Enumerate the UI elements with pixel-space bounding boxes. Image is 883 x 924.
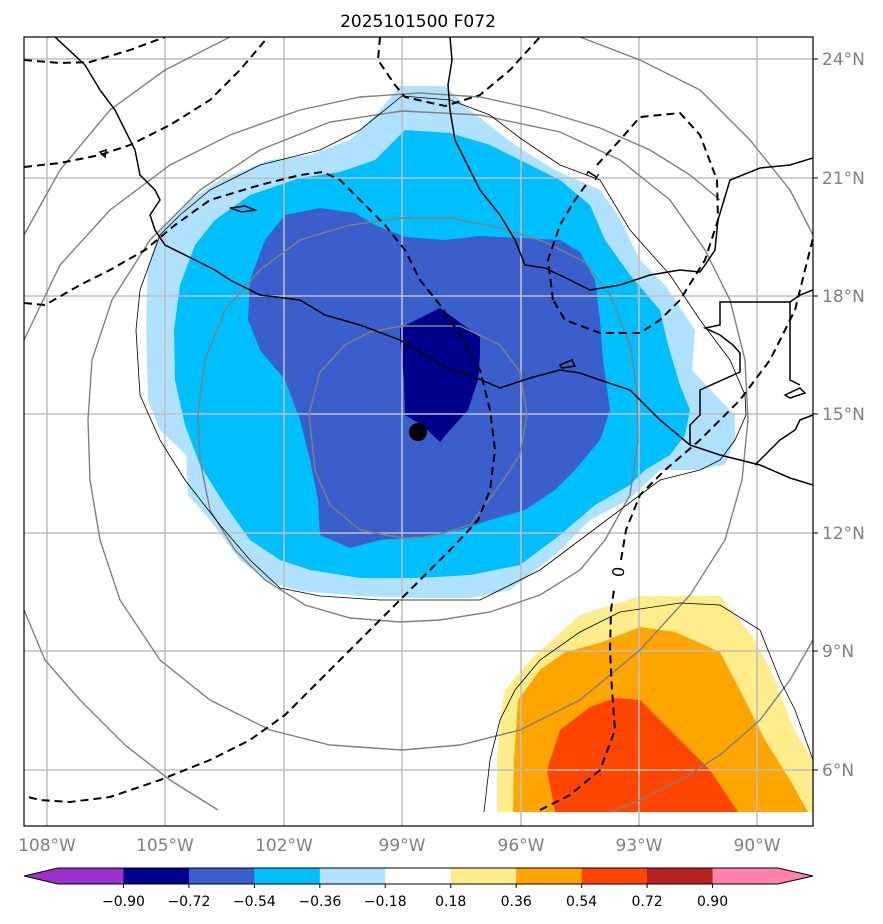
tick-marks	[813, 58, 818, 771]
coastline-central-america	[754, 414, 813, 466]
x-tick-label: 108°W	[18, 836, 76, 856]
dashed-contour	[24, 37, 166, 65]
dashed-contours	[24, 37, 813, 811]
colorbar-segment	[516, 868, 583, 884]
colorbar-tick-label: −0.54	[233, 894, 276, 910]
range-ring-5	[24, 92, 721, 341]
dashed-contour	[24, 170, 497, 804]
colorbar-tick-label: −0.90	[102, 894, 145, 910]
fill-region-navy	[400, 308, 480, 442]
island-3	[558, 359, 577, 369]
x-tick-label: 105°W	[136, 836, 194, 856]
dashed-contour	[24, 37, 269, 168]
border-guatemala	[689, 301, 801, 445]
colorbar-tick-label: −0.72	[167, 894, 210, 910]
x-tick-label: 93°W	[616, 836, 663, 856]
storm-center-marker	[409, 423, 427, 441]
y-tick-label: 9°N	[822, 642, 854, 662]
colorbar-tick-label: 0.54	[566, 894, 597, 910]
chart-title: 2025101500 F072	[340, 12, 496, 32]
range-ring-4b	[24, 609, 219, 811]
map-area: 1 0	[24, 37, 813, 826]
coastline-yucatan-east	[789, 289, 813, 303]
colorbar-segment	[188, 868, 255, 884]
colorbar-segment	[450, 868, 517, 884]
y-tick-label: 12°N	[822, 524, 865, 544]
x-tick-label: 102°W	[255, 836, 313, 856]
range-ring-inner	[308, 325, 528, 539]
colorbar-segment	[58, 868, 124, 884]
range-ring-2	[197, 217, 639, 623]
range-ring-4d	[609, 639, 813, 813]
y-tick-label: 15°N	[822, 405, 865, 425]
colorbar-tick-label: 0.36	[501, 894, 532, 910]
colorbar-segment	[581, 868, 648, 884]
x-tick-label: 90°W	[734, 836, 781, 856]
range-ring-4c	[579, 37, 813, 236]
colorbar: −0.90 −0.72 −0.54 −0.36 −0.18 0.18 0.36 0.54 0.7…	[23, 867, 814, 910]
y-tick-labels: 24°N 21°N 18°N 15°N 12°N 9°N 6°N	[822, 50, 865, 781]
fill-regions	[146, 86, 813, 812]
colorbar-tick-label: 0.72	[632, 894, 663, 910]
colorbar-segment	[319, 868, 386, 884]
dashed-contour	[376, 37, 541, 108]
island-4	[783, 387, 807, 399]
coastline-mexico-west	[54, 37, 813, 486]
colorbar-extend-left	[24, 868, 58, 884]
thin-contour-negative	[135, 95, 747, 601]
colorbar-tick-label: 0.90	[697, 894, 728, 910]
y-tick-label: 21°N	[822, 169, 865, 189]
fill-region-orange-red	[547, 698, 738, 812]
x-tick-label: 96°W	[498, 836, 545, 856]
colorbar-segment	[385, 868, 452, 884]
thin-contour-positive	[483, 602, 813, 813]
island-1	[229, 205, 258, 213]
colorbar-extend-right	[778, 868, 813, 884]
range-ring-4	[24, 37, 231, 236]
thin-contours	[135, 95, 813, 813]
x-tick-labels: 108°W 105°W 102°W 99°W 96°W 93°W 90°W	[18, 836, 781, 856]
colorbar-outline	[23, 867, 814, 885]
dashed-contour	[546, 181, 589, 301]
colorbar-segment	[647, 868, 714, 884]
y-tick-label: 24°N	[822, 50, 865, 70]
map-frame	[23, 36, 814, 827]
dashed-contour	[552, 111, 720, 334]
dashed-contour	[539, 589, 617, 811]
y-tick-label: 6°N	[822, 761, 854, 781]
dashed-contour	[620, 237, 813, 561]
colorbar-tick-label: 0.18	[435, 894, 466, 910]
colorbar-segment	[254, 868, 321, 884]
colorbar-segment	[712, 868, 779, 884]
contour-label: 0	[609, 566, 629, 578]
colorbar-segment	[123, 868, 190, 884]
x-tick-label: 99°W	[379, 836, 426, 856]
range-rings	[24, 37, 813, 813]
y-tick-label: 18°N	[822, 287, 865, 307]
range-ring-3	[87, 110, 749, 751]
colorbar-tick-label: −0.36	[298, 894, 341, 910]
colorbar-tick-label: −0.18	[364, 894, 407, 910]
